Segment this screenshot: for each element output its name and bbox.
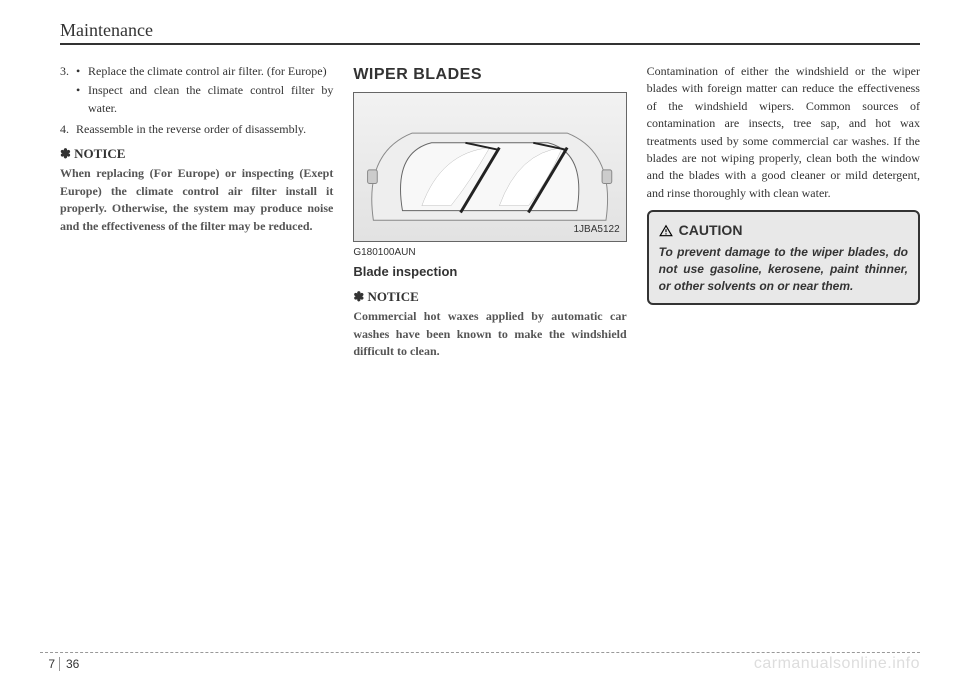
chapter-number: 7 bbox=[40, 657, 60, 671]
list-text: Reassemble in the reverse order of disas… bbox=[76, 121, 333, 138]
column-2: WIPER BLADES bbox=[353, 63, 626, 365]
caution-title-row: CAUTION bbox=[659, 220, 908, 240]
sub-heading: Blade inspection bbox=[353, 263, 626, 282]
list-item: 3. • Replace the climate control air fil… bbox=[60, 63, 333, 119]
bullet-item: • Inspect and clean the climate control … bbox=[76, 82, 333, 117]
section-title: WIPER BLADES bbox=[353, 63, 626, 86]
windshield-illustration bbox=[354, 93, 625, 241]
notice-label: ✽ NOTICE bbox=[353, 288, 626, 307]
wiper-figure: 1JBA5122 bbox=[353, 92, 626, 242]
bullet-mark: • bbox=[76, 63, 88, 80]
page-header: Maintenance bbox=[60, 20, 920, 45]
reference-code: G180100AUN bbox=[353, 246, 626, 261]
column-1: 3. • Replace the climate control air fil… bbox=[60, 63, 333, 365]
notice-body: When replacing (For Europe) or inspectin… bbox=[60, 165, 333, 235]
column-3: Contamination of either the windshield o… bbox=[647, 63, 920, 365]
bullet-text: Inspect and clean the climate control fi… bbox=[88, 82, 333, 117]
page-number: 36 bbox=[60, 657, 79, 671]
header-title: Maintenance bbox=[60, 20, 920, 41]
list-number: 3. bbox=[60, 63, 76, 119]
warning-triangle-icon bbox=[659, 223, 673, 237]
list-text: • Replace the climate control air filter… bbox=[76, 63, 333, 119]
list-item: 4. Reassemble in the reverse order of di… bbox=[60, 121, 333, 138]
caution-box: CAUTION To prevent damage to the wiper b… bbox=[647, 210, 920, 305]
content-columns: 3. • Replace the climate control air fil… bbox=[60, 63, 920, 365]
bullet-mark: • bbox=[76, 82, 88, 117]
notice-label: ✽ NOTICE bbox=[60, 145, 333, 164]
watermark: carmanualsonline.info bbox=[754, 655, 920, 673]
list-number: 4. bbox=[60, 121, 76, 138]
bullet-item: • Replace the climate control air filter… bbox=[76, 63, 333, 80]
caution-title: CAUTION bbox=[679, 220, 743, 240]
notice-body: Commercial hot waxes applied by automati… bbox=[353, 308, 626, 360]
figure-label: 1JBA5122 bbox=[574, 223, 620, 238]
bullet-text: Replace the climate control air filter. … bbox=[88, 63, 333, 80]
manual-page: Maintenance 3. • Replace the climate con… bbox=[0, 0, 960, 689]
caution-body: To prevent damage to the wiper blades, d… bbox=[659, 244, 908, 294]
body-paragraph: Contamination of either the windshield o… bbox=[647, 63, 920, 202]
